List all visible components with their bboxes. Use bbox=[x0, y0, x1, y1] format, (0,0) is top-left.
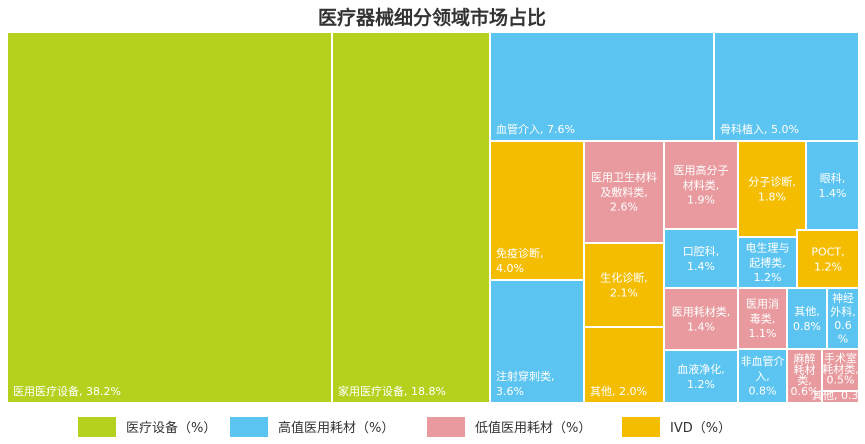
treemap-cell-label: 血液净化, 1.2% bbox=[677, 362, 725, 391]
treemap-cell-label: 其他, 0.3% bbox=[812, 389, 865, 402]
treemap-cell-rect bbox=[489, 31, 715, 142]
treemap-cell-rect bbox=[737, 140, 807, 238]
treemap-cell-rect bbox=[821, 348, 860, 392]
treemap-cell: POCT, 1.2% bbox=[796, 229, 860, 289]
treemap-cell-label: 其他, 2.0% bbox=[590, 385, 647, 398]
legend-item: IVD（%） bbox=[622, 417, 731, 437]
treemap-cell-label: 分子诊断, 1.8% bbox=[748, 174, 796, 203]
treemap-cell: 医用高分子材料类, 1.9% bbox=[663, 140, 739, 230]
legend-label: IVD（%） bbox=[670, 421, 731, 436]
legend-label: 低值医用耗材（%） bbox=[475, 420, 591, 436]
treemap-cell-rect bbox=[583, 140, 665, 244]
treemap-cell-label: 生化诊断, 2.1% bbox=[600, 270, 648, 299]
treemap-cell-rect bbox=[805, 140, 860, 231]
treemap-cell: 神经外科, 0.6% bbox=[826, 287, 860, 350]
treemap-cell-rect bbox=[331, 31, 491, 404]
treemap-cell-label: 免疫诊断, 4.0% bbox=[496, 246, 544, 275]
treemap-cell-rect bbox=[663, 349, 739, 404]
treemap-cell-label: 非血管介入, 0.8% bbox=[741, 354, 785, 398]
treemap-cell-rect bbox=[737, 287, 788, 350]
treemap-cell-label: 医用耗材类, 1.4% bbox=[672, 304, 731, 333]
treemap-cell-label: 麻醉耗材类, 0.6% bbox=[791, 352, 819, 398]
treemap-cell: 分子诊断, 1.8% bbox=[737, 140, 807, 238]
treemap-cell: 手术室耗材类, 0.5% bbox=[821, 348, 860, 392]
treemap-cell-rect bbox=[796, 229, 860, 289]
treemap-cell-label: 手术室耗材类, 0.5% bbox=[822, 351, 859, 387]
treemap-cell-rect bbox=[583, 242, 665, 328]
treemap-cell: 非血管介入, 0.8% bbox=[737, 348, 788, 404]
treemap-cell: 电生理与起搏类, 1.2% bbox=[737, 236, 798, 289]
legend-label: 医疗设备（%） bbox=[126, 420, 216, 436]
legend-swatch bbox=[230, 417, 268, 437]
legend-item: 医疗设备（%） bbox=[78, 417, 216, 437]
treemap-cell: 其他, 0.3% bbox=[812, 389, 865, 404]
legend-swatch bbox=[427, 417, 465, 437]
treemap-cell-label: 骨科植入, 5.0% bbox=[720, 122, 799, 136]
legend-item: 高值医用耗材（%） bbox=[230, 417, 394, 437]
treemap-cell: 医用卫生材料及敷料类, 2.6% bbox=[583, 140, 665, 244]
treemap-cell-label: 医用医疗设备, 38.2% bbox=[13, 384, 121, 398]
treemap-cell-rect bbox=[6, 31, 333, 404]
treemap-cell: 骨科植入, 5.0% bbox=[713, 31, 860, 142]
treemap-cell: 血液净化, 1.2% bbox=[663, 349, 739, 404]
legend-item: 低值医用耗材（%） bbox=[427, 417, 591, 437]
legend-swatch bbox=[78, 417, 116, 437]
treemap-cell: 生化诊断, 2.1% bbox=[583, 242, 665, 328]
treemap-cell-label: 电生理与起搏类, 1.2% bbox=[746, 241, 790, 285]
treemap-cell-label: 医用消毒类, 1.1% bbox=[746, 297, 779, 341]
treemap-cell-label: POCT, 1.2% bbox=[811, 245, 844, 273]
chart-title: 医疗器械细分领域市场占比 bbox=[318, 6, 546, 29]
treemap-cell-label: 口腔科, 1.4% bbox=[683, 244, 720, 273]
treemap-cell: 医用医疗设备, 38.2% bbox=[6, 31, 333, 404]
treemap-cell: 注射穿刺类, 3.6% bbox=[489, 279, 585, 404]
treemap-cell-rect bbox=[713, 31, 860, 142]
treemap-cell: 家用医疗设备, 18.8% bbox=[331, 31, 491, 404]
legend-label: 高值医用耗材（%） bbox=[278, 420, 394, 436]
treemap-cell-rect bbox=[786, 287, 828, 350]
treemap-cell: 医用消毒类, 1.1% bbox=[737, 287, 788, 350]
legend-swatch bbox=[622, 417, 660, 437]
treemap-cell-rect bbox=[663, 287, 739, 351]
treemap-cell-label: 医用高分子材料类, 1.9% bbox=[674, 163, 729, 207]
treemap-cell-label: 医用卫生材料及敷料类, 2.6% bbox=[591, 170, 657, 214]
treemap-cell-rect bbox=[663, 228, 739, 289]
treemap-cell-rect bbox=[583, 326, 665, 404]
treemap-cell-rect bbox=[489, 279, 585, 404]
treemap-cell: 其他, 0.8% bbox=[786, 287, 828, 350]
treemap-cell-label: 神经外科, 0.6% bbox=[830, 291, 856, 346]
legend: 医疗设备（%） 高值医用耗材（%） 低值医用耗材（%） IVD（%） bbox=[78, 417, 731, 437]
treemap-cell-label: 血管介入, 7.6% bbox=[496, 122, 575, 136]
treemap-cell: 医用耗材类, 1.4% bbox=[663, 287, 739, 351]
treemap-cell-label: 家用医疗设备, 18.8% bbox=[338, 384, 446, 398]
treemap-cell: 眼科, 1.4% bbox=[805, 140, 860, 231]
treemap-cell-rect bbox=[821, 390, 860, 404]
treemap-cell-label: 眼科, 1.4% bbox=[819, 171, 847, 200]
treemap-cell: 免疫诊断, 4.0% bbox=[489, 140, 585, 281]
treemap-cell-label: 注射穿刺类, 3.6% bbox=[496, 369, 555, 398]
treemap-cells: 医用医疗设备, 38.2% 家用医疗设备, 18.8% 血管介入, 7.6% 骨科植入… bbox=[6, 31, 865, 404]
treemap-cell: 血管介入, 7.6% bbox=[489, 31, 715, 142]
treemap-cell: 口腔科, 1.4% bbox=[663, 228, 739, 289]
treemap-cell-label: 其他, 0.8% bbox=[793, 305, 821, 333]
treemap-cell-rect bbox=[826, 287, 860, 350]
treemap-cell-rect bbox=[489, 140, 585, 281]
treemap-cell: 其他, 2.0% bbox=[583, 326, 665, 404]
